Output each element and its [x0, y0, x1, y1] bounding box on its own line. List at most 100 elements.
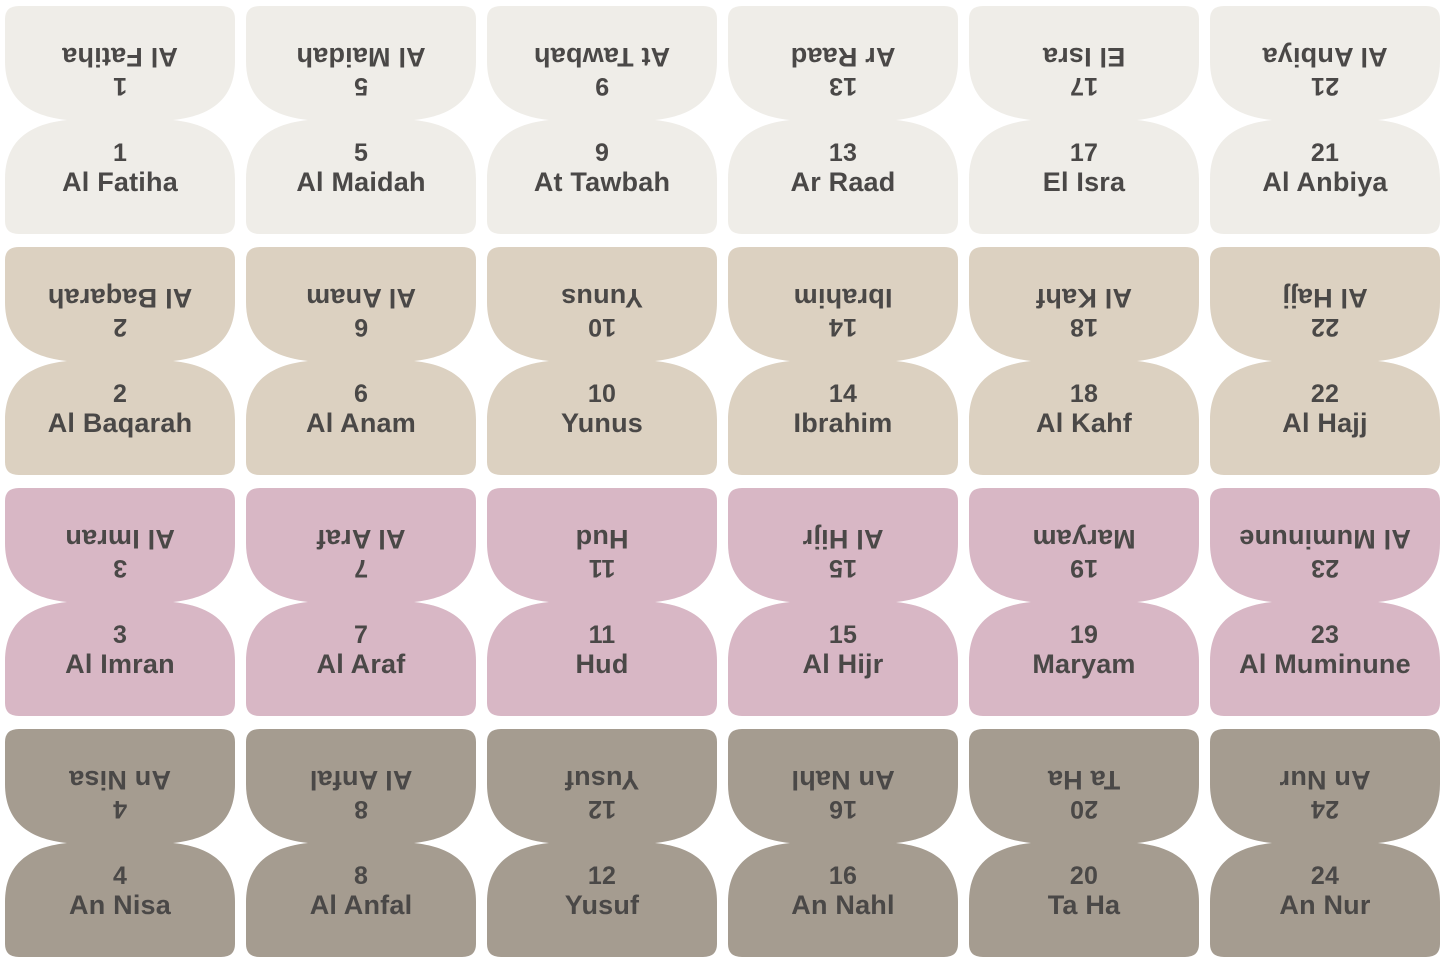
- surah-label-flipped: 13 Ar Raad: [728, 41, 958, 99]
- surah-name: Al Kahf: [1036, 407, 1132, 438]
- surah-card[interactable]: 13 Ar Raad 13 Ar Raad: [728, 6, 958, 234]
- surah-number: 19: [1069, 553, 1099, 582]
- card-top-folded-half: 3 Al Imran: [5, 488, 235, 602]
- card-hourglass-shape: [487, 247, 717, 475]
- surah-name: Ar Raad: [790, 41, 896, 72]
- surah-label: 8 Al Anfal: [246, 862, 476, 921]
- surah-label: 13 Ar Raad: [728, 139, 958, 198]
- surah-card[interactable]: 2 Al Baqarah 2 Al Baqarah: [5, 247, 235, 475]
- card-top-folded-half: 7 Al Araf: [246, 488, 476, 602]
- card-top-folded-half: 9 At Tawbah: [487, 6, 717, 120]
- surah-card[interactable]: 18 Al Kahf 18 Al Kahf: [969, 247, 1199, 475]
- card-hourglass-shape: [1210, 729, 1440, 957]
- surah-name: Yusuf: [564, 764, 640, 795]
- surah-card[interactable]: 14 Ibrahim 14 Ibrahim: [728, 247, 958, 475]
- card-top-folded-half: 24 An Nur: [1210, 729, 1440, 843]
- surah-label-flipped: 14 Ibrahim: [728, 282, 958, 340]
- surah-name: Al Fatiha: [62, 166, 178, 197]
- surah-card[interactable]: 6 Al Anam 6 Al Anam: [246, 247, 476, 475]
- surah-number: 22: [1310, 312, 1340, 341]
- surah-card[interactable]: 22 Al Hajj 22 Al Hajj: [1210, 247, 1440, 475]
- card-bottom-half: 8 Al Anfal: [246, 843, 476, 957]
- surah-card[interactable]: 23 Al Muminune 23 Al Muminune: [1210, 488, 1440, 716]
- surah-number: 5: [353, 138, 369, 167]
- surah-name: Ibrahim: [793, 407, 893, 438]
- surah-card[interactable]: 3 Al Imran 3 Al Imran: [5, 488, 235, 716]
- surah-card[interactable]: 21 Al Anbiya 21 Al Anbiya: [1210, 6, 1440, 234]
- surah-number: 6: [353, 312, 369, 341]
- card-top-folded-half: 8 Al Anfal: [246, 729, 476, 843]
- surah-card[interactable]: 12 Yusuf 12 Yusuf: [487, 729, 717, 957]
- surah-label: 15 Al Hijr: [728, 621, 958, 680]
- surah-name: Hud: [575, 523, 629, 554]
- surah-label: 3 Al Imran: [5, 621, 235, 680]
- surah-name: Al Araf: [316, 648, 406, 679]
- surah-number: 24: [1310, 794, 1340, 823]
- surah-card[interactable]: 16 An Nahl 16 An Nahl: [728, 729, 958, 957]
- surah-label-flipped: 9 At Tawbah: [487, 41, 717, 99]
- surah-number: 14: [828, 379, 858, 408]
- card-hourglass-shape: [1210, 488, 1440, 716]
- surah-label: 24 An Nur: [1210, 862, 1440, 921]
- surah-card[interactable]: 7 Al Araf 7 Al Araf: [246, 488, 476, 716]
- surah-number: 6: [353, 379, 369, 408]
- card-bottom-half: 10 Yunus: [487, 361, 717, 475]
- surah-card[interactable]: 19 Maryam 19 Maryam: [969, 488, 1199, 716]
- surah-card[interactable]: 1 Al Fatiha 1 Al Fatiha: [5, 6, 235, 234]
- surah-number: 4: [112, 794, 128, 823]
- surah-number: 1: [112, 138, 128, 167]
- card-bottom-half: 11 Hud: [487, 602, 717, 716]
- surah-card[interactable]: 10 Yunus 10 Yunus: [487, 247, 717, 475]
- card-top-folded-half: 20 Ta Ha: [969, 729, 1199, 843]
- card-bottom-half: 17 El Isra: [969, 120, 1199, 234]
- surah-card[interactable]: 20 Ta Ha 20 Ta Ha: [969, 729, 1199, 957]
- surah-label-flipped: 18 Al Kahf: [969, 282, 1199, 340]
- card-hourglass-shape: [246, 488, 476, 716]
- surah-card[interactable]: 24 An Nur 24 An Nur: [1210, 729, 1440, 957]
- card-top-folded-half: 1 Al Fatiha: [5, 6, 235, 120]
- surah-label: 23 Al Muminune: [1210, 621, 1440, 680]
- surah-label: 18 Al Kahf: [969, 380, 1199, 439]
- surah-name: Al Hajj: [1282, 282, 1368, 313]
- surah-card[interactable]: 15 Al Hijr 15 Al Hijr: [728, 488, 958, 716]
- surah-number: 17: [1069, 138, 1099, 167]
- surah-label-flipped: 12 Yusuf: [487, 764, 717, 822]
- surah-label-flipped: 15 Al Hijr: [728, 523, 958, 581]
- card-top-folded-half: 2 Al Baqarah: [5, 247, 235, 361]
- card-bottom-half: 5 Al Maidah: [246, 120, 476, 234]
- card-top-folded-half: 22 Al Hajj: [1210, 247, 1440, 361]
- surah-card[interactable]: 4 An Nisa 4 An Nisa: [5, 729, 235, 957]
- surah-number: 15: [828, 620, 858, 649]
- surah-label-flipped: 7 Al Araf: [246, 523, 476, 581]
- surah-name: Ibrahim: [793, 282, 893, 313]
- card-hourglass-shape: [969, 488, 1199, 716]
- card-top-folded-half: 21 Al Anbiya: [1210, 6, 1440, 120]
- card-hourglass-shape: [5, 6, 235, 234]
- surah-label-flipped: 11 Hud: [487, 523, 717, 581]
- surah-number: 18: [1069, 379, 1099, 408]
- surah-name: El Isra: [1042, 166, 1126, 197]
- surah-card[interactable]: 17 El Isra 17 El Isra: [969, 6, 1199, 234]
- card-bottom-half: 2 Al Baqarah: [5, 361, 235, 475]
- card-bottom-half: 4 An Nisa: [5, 843, 235, 957]
- surah-name: Maryam: [1032, 648, 1136, 679]
- surah-card[interactable]: 9 At Tawbah 9 At Tawbah: [487, 6, 717, 234]
- surah-label: 14 Ibrahim: [728, 380, 958, 439]
- surah-number: 23: [1310, 620, 1340, 649]
- surah-card[interactable]: 5 Al Maidah 5 Al Maidah: [246, 6, 476, 234]
- surah-card[interactable]: 11 Hud 11 Hud: [487, 488, 717, 716]
- surah-label-flipped: 8 Al Anfal: [246, 764, 476, 822]
- surah-card[interactable]: 8 Al Anfal 8 Al Anfal: [246, 729, 476, 957]
- card-bottom-half: 13 Ar Raad: [728, 120, 958, 234]
- surah-name: El Isra: [1042, 41, 1126, 72]
- surah-number: 21: [1310, 138, 1340, 167]
- surah-label-flipped: 21 Al Anbiya: [1210, 41, 1440, 99]
- surah-label: 2 Al Baqarah: [5, 380, 235, 439]
- card-bottom-half: 12 Yusuf: [487, 843, 717, 957]
- card-bottom-half: 18 Al Kahf: [969, 361, 1199, 475]
- card-bottom-half: 9 At Tawbah: [487, 120, 717, 234]
- surah-number: 4: [112, 861, 128, 890]
- card-hourglass-shape: [728, 247, 958, 475]
- surah-label-flipped: 6 Al Anam: [246, 282, 476, 341]
